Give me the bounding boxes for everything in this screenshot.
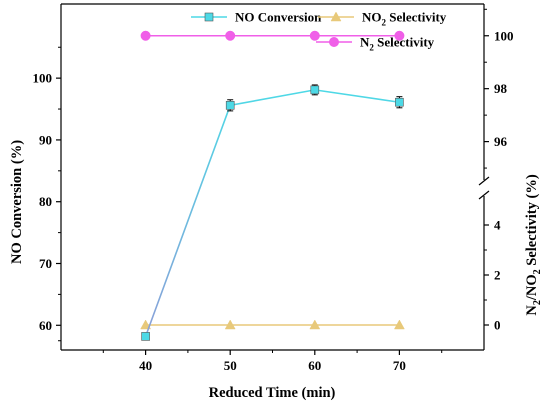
legend: NO Conversion NO2 Selectivity N2 Selectivi… xyxy=(191,10,447,53)
data-point xyxy=(394,30,405,41)
x-tick-label: 70 xyxy=(393,358,406,373)
y-left-tick-label: 60 xyxy=(39,318,52,333)
y-left-tick-label: 80 xyxy=(39,194,52,209)
series-layer xyxy=(140,30,405,341)
axis-break-gap xyxy=(476,180,492,196)
y-right-tick-label: 0 xyxy=(494,318,501,333)
y-right-tick-label: 100 xyxy=(494,28,514,43)
data-point xyxy=(225,101,235,110)
x-tick-label: 50 xyxy=(224,358,237,373)
legend-label: NO2 Selectivity xyxy=(362,10,447,28)
y-left-tick-label: 70 xyxy=(39,256,52,271)
y-left-tick-label: 90 xyxy=(39,132,52,147)
legend-marker xyxy=(330,11,342,22)
y-left-tick-label: 100 xyxy=(33,71,53,86)
data-point xyxy=(395,97,404,107)
y-right-tick-label: 98 xyxy=(494,81,508,96)
y-right-tick-label: 2 xyxy=(494,268,501,283)
series-line xyxy=(144,89,400,337)
data-point xyxy=(140,319,152,330)
data-point xyxy=(309,30,320,41)
y-right-tick-label: 4 xyxy=(494,218,501,233)
axis-break-mark-upper xyxy=(478,176,490,186)
legend-label: NO Conversion xyxy=(235,10,322,25)
axis-break-mark-lower xyxy=(478,190,490,200)
legend-marker xyxy=(204,12,214,22)
data-point xyxy=(393,319,405,330)
x-tick-label: 60 xyxy=(308,358,321,373)
data-point xyxy=(310,85,320,95)
y-right-tick-label: 96 xyxy=(494,134,508,149)
y-axis-right-title: N2/NO2 Selectivity (%) xyxy=(524,174,543,315)
y-axis-left-title: NO Conversion (%) xyxy=(9,140,25,264)
legend-marker xyxy=(329,37,339,47)
x-axis-title: Reduced Time (min) xyxy=(209,385,336,401)
data-point xyxy=(309,319,321,330)
x-tick-label: 40 xyxy=(139,358,152,373)
data-point xyxy=(224,319,236,330)
legend-label: N2 Selectivity xyxy=(360,35,435,53)
data-point xyxy=(225,30,236,41)
data-point xyxy=(141,332,150,341)
plot-area: 40 50 60 70 60 70 80 90 100 96 98 100 0 2 4 xyxy=(33,3,514,373)
data-point xyxy=(140,30,151,41)
